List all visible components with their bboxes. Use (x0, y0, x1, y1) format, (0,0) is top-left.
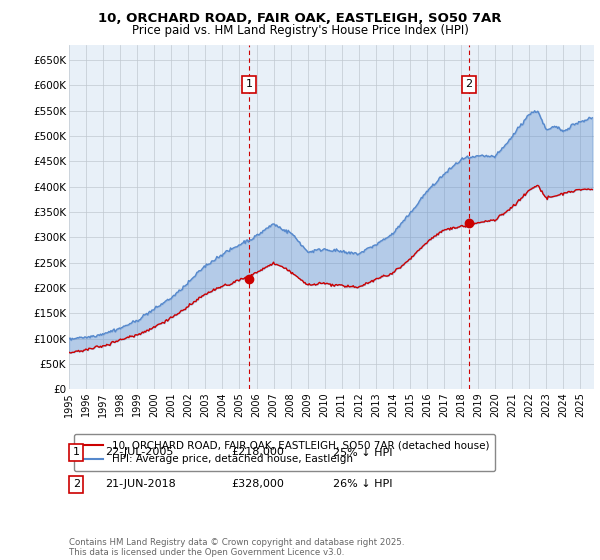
Text: 1: 1 (73, 447, 80, 458)
Text: 25% ↓ HPI: 25% ↓ HPI (333, 447, 392, 458)
Text: £218,000: £218,000 (231, 447, 284, 458)
Text: Contains HM Land Registry data © Crown copyright and database right 2025.
This d: Contains HM Land Registry data © Crown c… (69, 538, 404, 557)
Text: 26% ↓ HPI: 26% ↓ HPI (333, 479, 392, 489)
Text: Price paid vs. HM Land Registry's House Price Index (HPI): Price paid vs. HM Land Registry's House … (131, 24, 469, 36)
Legend: 10, ORCHARD ROAD, FAIR OAK, EASTLEIGH, SO50 7AR (detached house), HPI: Average p: 10, ORCHARD ROAD, FAIR OAK, EASTLEIGH, S… (74, 434, 496, 471)
Text: £328,000: £328,000 (231, 479, 284, 489)
Text: 10, ORCHARD ROAD, FAIR OAK, EASTLEIGH, SO50 7AR: 10, ORCHARD ROAD, FAIR OAK, EASTLEIGH, S… (98, 12, 502, 25)
Text: 22-JUL-2005: 22-JUL-2005 (105, 447, 173, 458)
Text: 21-JUN-2018: 21-JUN-2018 (105, 479, 176, 489)
Text: 2: 2 (466, 80, 473, 90)
Text: 1: 1 (245, 80, 253, 90)
Text: 2: 2 (73, 479, 80, 489)
